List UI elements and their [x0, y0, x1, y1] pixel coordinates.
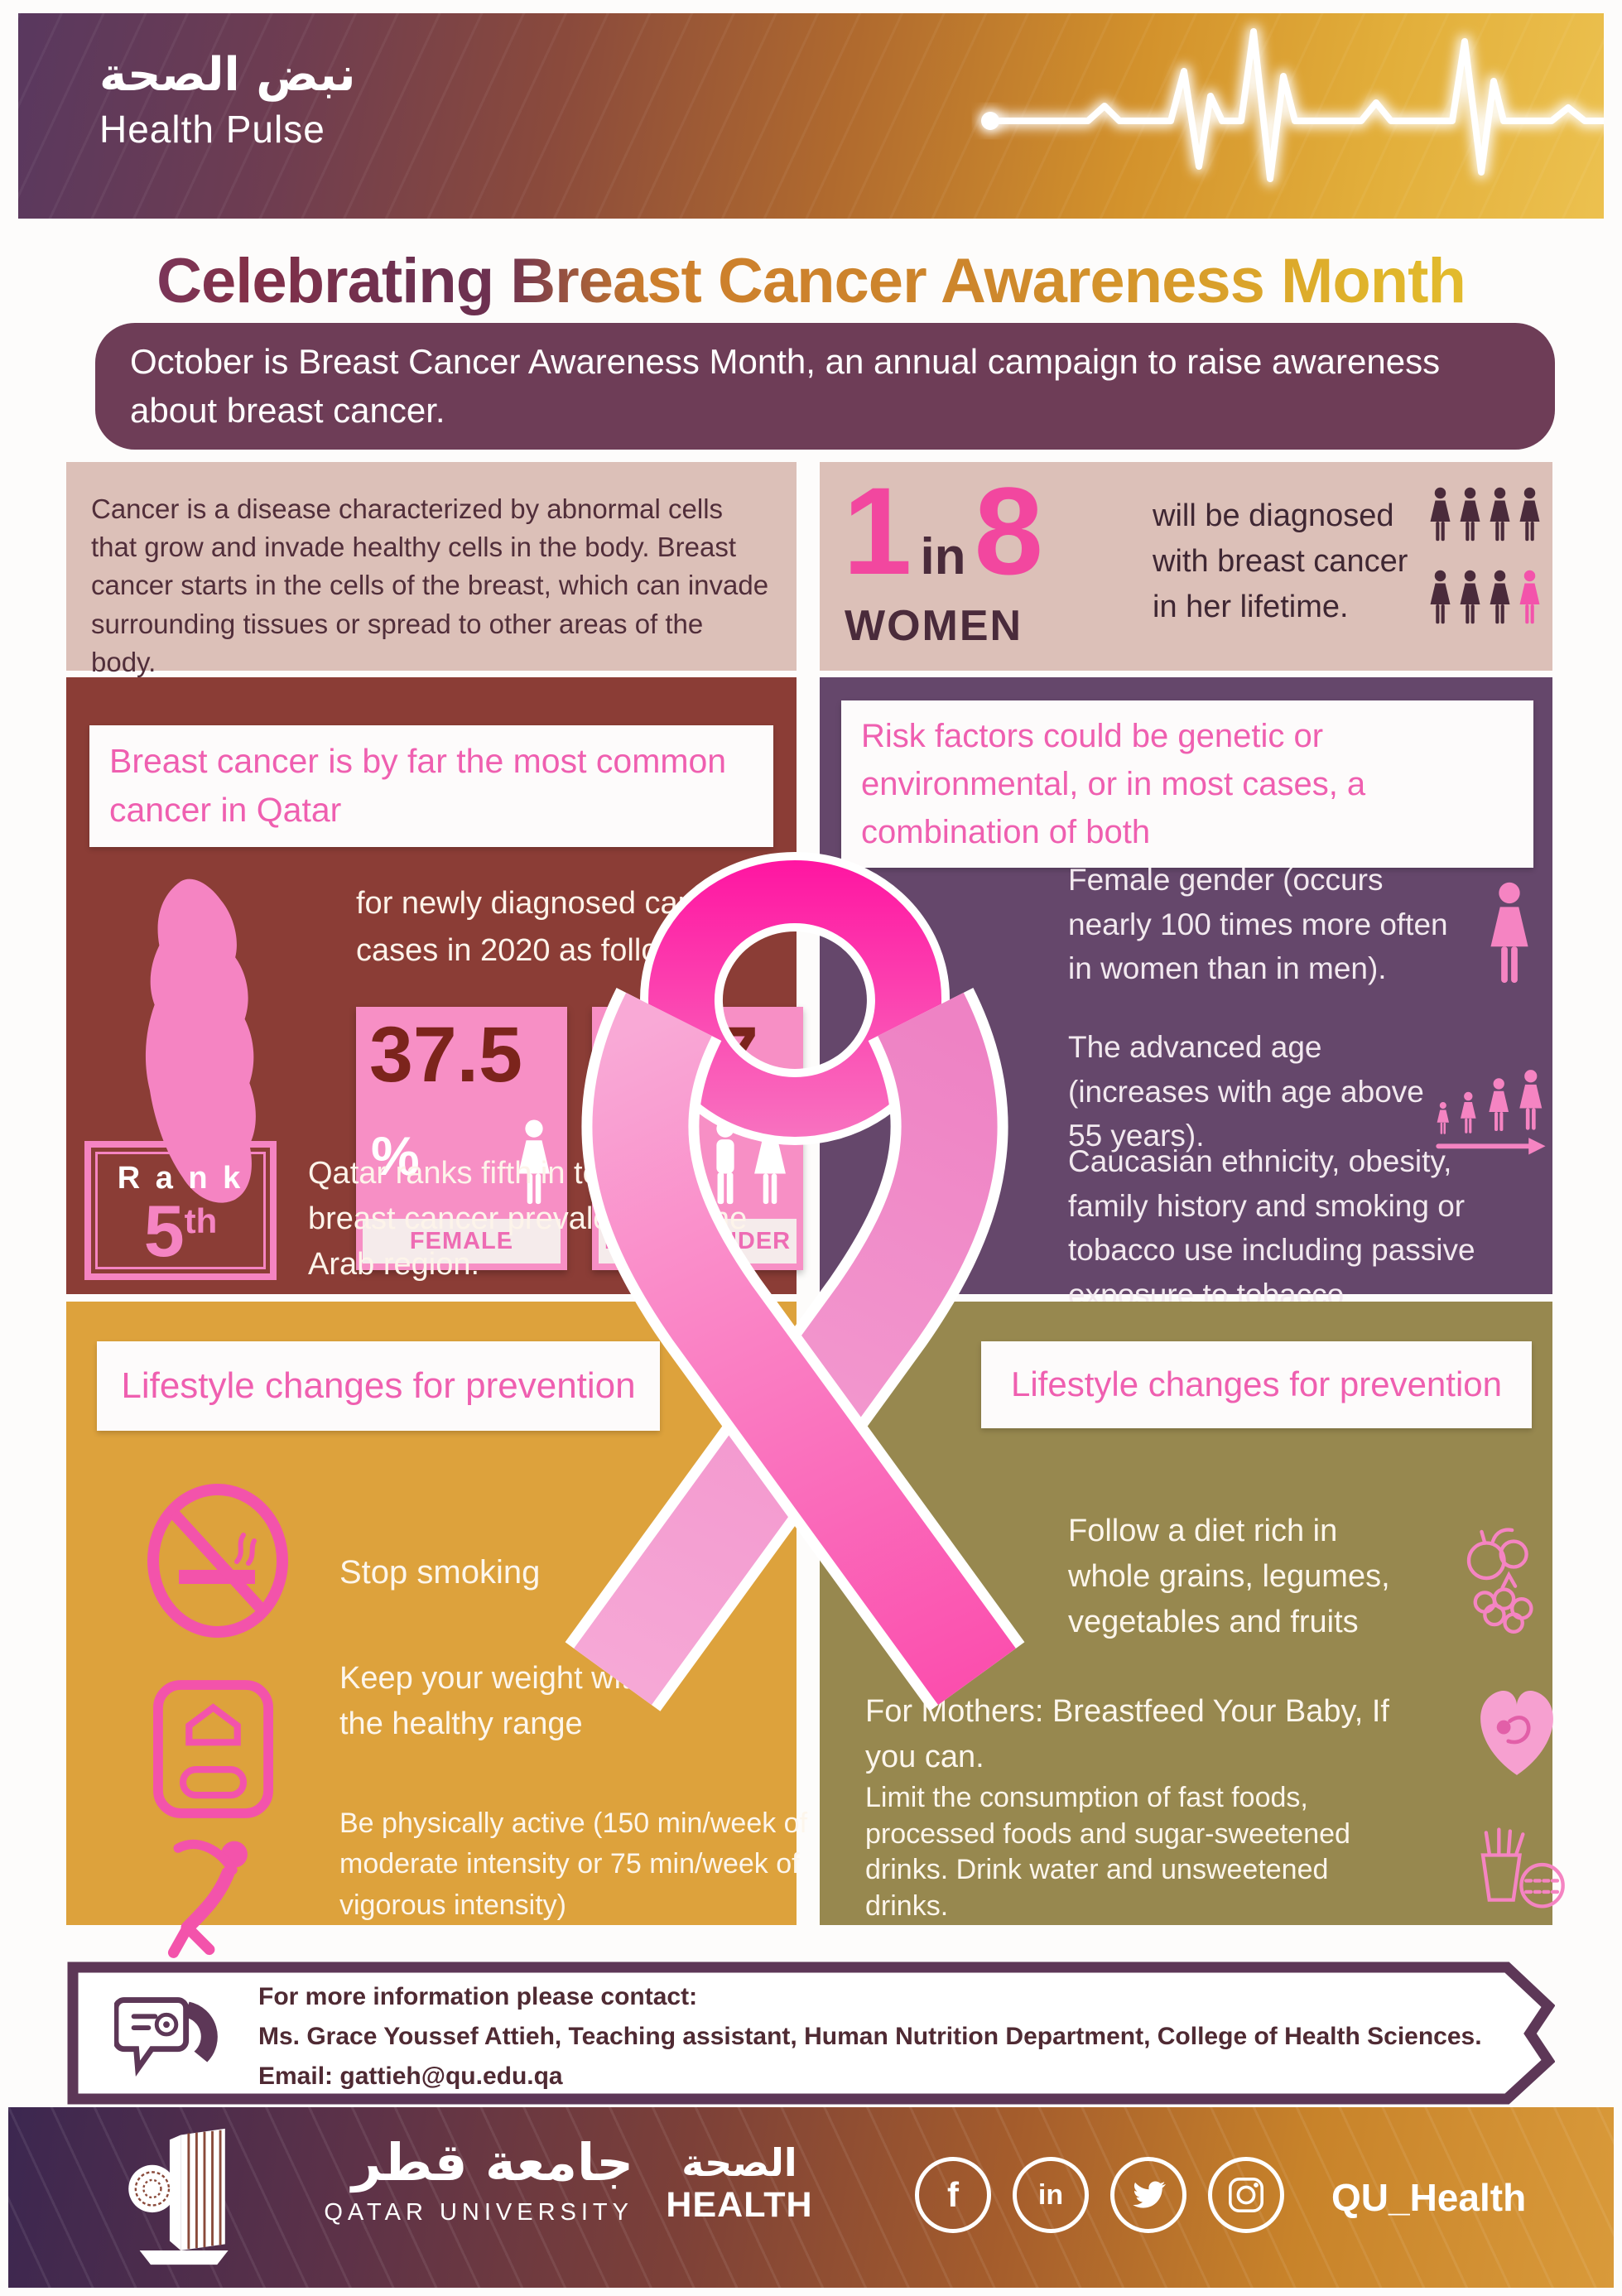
- fruits-vegetables-icon: [1466, 1528, 1533, 1634]
- risk-item-female-gender: Female gender (occurs nearly 100 times m…: [1068, 863, 1448, 986]
- qu-arabic-text: جامعة قطر: [351, 2132, 633, 2193]
- rank-text: Qatar ranks fifth in terms of breast can…: [308, 1156, 748, 1283]
- percent-sign: %: [371, 1125, 420, 1187]
- lifestyle-item-weight: Keep your weight within the healthy rang…: [339, 1661, 672, 1742]
- qatar-subtitle: for newly diagnosed cancer cases in 2020…: [356, 886, 739, 968]
- woman-icon: [1486, 475, 1514, 558]
- no-smoking-icon: [147, 1484, 288, 1638]
- social-handle: QU_Health: [1331, 2176, 1527, 2219]
- linkedin-glyph: in: [1037, 2178, 1064, 2211]
- linkedin-icon[interactable]: in: [1013, 2157, 1089, 2233]
- woman-icon-highlighted: [1516, 558, 1543, 641]
- risk-factors-box: Risk factors could be genetic or environ…: [820, 677, 1552, 1312]
- rank-badge: R a n k 5th: [84, 1141, 277, 1280]
- women-pictogram: [1427, 475, 1547, 641]
- intro-text: October is Breast Cancer Awareness Month…: [130, 342, 1441, 430]
- stat-card-female: 37.5 % FEMALE: [356, 1007, 567, 1270]
- one-in-eight-figure: 1 in 8: [843, 469, 1043, 593]
- lifestyle-box-right: Lifestyle changes for prevention Follow …: [820, 1302, 1565, 1925]
- digit-eight: 8: [974, 461, 1043, 600]
- woman-icon: [1427, 558, 1454, 641]
- rank-number: 5th: [143, 1190, 218, 1272]
- lifestyle-right-banner: Lifestyle changes for prevention: [981, 1341, 1532, 1428]
- lifestyle-item-breastfeed: For Mothers: Breastfeed Your Baby, If yo…: [865, 1694, 1389, 1775]
- mother-baby-heart-icon: [1480, 1691, 1553, 1775]
- women-word: WOMEN: [845, 602, 1023, 650]
- digit-one: 1: [843, 461, 912, 600]
- cancer-definition-text: Cancer is a disease characterized by abn…: [91, 493, 769, 677]
- contact-person: Ms. Grace Youssef Attieh, Teaching assis…: [258, 2023, 1482, 2050]
- logo-arabic-text: نبض الصحة: [99, 48, 356, 102]
- woman-icon: [1456, 475, 1484, 558]
- qatar-stats-box: Breast cancer is by far the most common …: [66, 677, 803, 1294]
- qatar-university-logo: [128, 2128, 229, 2265]
- lifestyle-item-fast-food: Limit the consumption of fast foods, pro…: [865, 1782, 1350, 1922]
- footer-bar: جامعة قطر QATAR UNIVERSITY الصحة HEALTH …: [8, 2107, 1614, 2288]
- risk-item-ethnicity: Caucasian ethnicity, obesity, family his…: [1068, 1144, 1475, 1312]
- pink-woman-icon: [1484, 874, 1535, 1000]
- woman-icon: [1516, 475, 1543, 558]
- facebook-glyph: f: [947, 2175, 959, 2214]
- qu-health-wordmark: الصحة HEALTH: [661, 2140, 818, 2226]
- in-word: in: [920, 528, 966, 585]
- weight-scale-icon: [153, 1680, 273, 1818]
- stat-value: 37.5: [369, 1011, 522, 1099]
- woman-icon: [1427, 475, 1454, 558]
- stat-label: FEMALE: [363, 1219, 561, 1264]
- page-title: Celebrating Breast Cancer Awareness Mont…: [0, 245, 1622, 317]
- stat-value: 14.7: [605, 1011, 758, 1099]
- risk-item-advanced-age: The advanced age (increases with age abo…: [1068, 1030, 1424, 1153]
- ekg-heartbeat-icon: [979, 25, 1604, 185]
- rank-suffix: th: [184, 1201, 218, 1240]
- risk-banner: Risk factors could be genetic or environ…: [841, 700, 1533, 868]
- qatar-banner: Breast cancer is by far the most common …: [89, 725, 773, 847]
- intro-callout: October is Breast Cancer Awareness Month…: [95, 323, 1555, 450]
- physically-active-icon: [167, 1839, 248, 1958]
- qatar-university-name: جامعة قطر QATAR UNIVERSITY: [294, 2132, 633, 2226]
- contact-icon: [114, 1997, 218, 2077]
- facebook-icon[interactable]: f: [915, 2157, 991, 2233]
- social-icons: f in: [915, 2157, 1284, 2233]
- header-banner: نبض الصحة Health Pulse: [18, 13, 1604, 219]
- health-english-text: HEALTH: [666, 2185, 813, 2225]
- advancing-age-icon: [1436, 1070, 1546, 1155]
- logo-english-text: Health Pulse: [99, 108, 325, 151]
- qu-english-text: QATAR UNIVERSITY: [324, 2199, 633, 2226]
- twitter-icon[interactable]: [1110, 2157, 1186, 2233]
- instagram-icon[interactable]: [1208, 2157, 1284, 2233]
- contact-email[interactable]: Email: gattieh@qu.edu.qa: [258, 2063, 563, 2090]
- one-in-eight-box: 1 in 8 WOMEN will be diagnosed with brea…: [820, 462, 1552, 671]
- one-in-eight-text: will be diagnosed with breast cancer in …: [1153, 498, 1408, 625]
- contact-banner-shape: [67, 1961, 1555, 2105]
- cancer-definition-box: Cancer is a disease characterized by abn…: [66, 462, 797, 677]
- contact-heading: For more information please contact:: [258, 1983, 698, 2010]
- lifestyle-item-stop-smoking: Stop smoking: [339, 1554, 541, 1591]
- fast-food-icon: [1480, 1827, 1565, 1909]
- footer-texture: [8, 2107, 1614, 2288]
- health-pulse-logo: نبض الصحة Health Pulse: [99, 48, 356, 152]
- lifestyle-left-banner: Lifestyle changes for prevention: [97, 1341, 660, 1431]
- instagram-glyph: [1229, 2178, 1263, 2212]
- lifestyle-item-diet: Follow a diet rich in whole grains, legu…: [1068, 1514, 1390, 1640]
- twitter-bird-glyph: [1133, 2181, 1166, 2208]
- qatar-map-icon: [145, 878, 256, 1203]
- contact-banner: For more information please contact: Ms.…: [66, 1961, 1555, 2106]
- lifestyle-item-active: Be physically active (150 min/week of mo…: [339, 1807, 808, 1921]
- lifestyle-box-left: Lifestyle changes for prevention Stop sm…: [66, 1302, 807, 1958]
- health-arabic-text: الصحة: [681, 2140, 797, 2185]
- woman-icon: [1486, 558, 1514, 641]
- rank-word: R a n k: [117, 1161, 244, 1196]
- woman-icon: [1456, 558, 1484, 641]
